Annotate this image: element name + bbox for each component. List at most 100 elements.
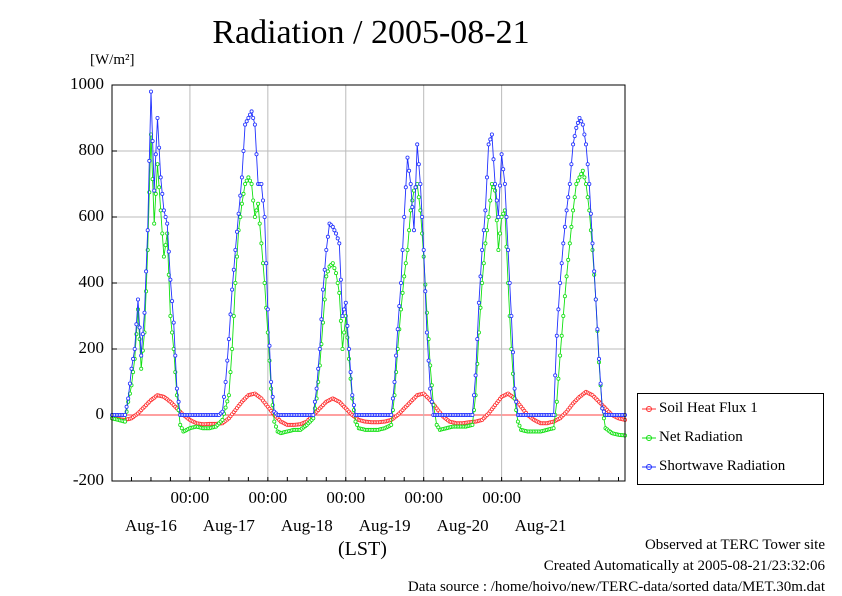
data-point	[491, 157, 496, 162]
data-point	[478, 305, 483, 310]
data-point	[400, 290, 405, 295]
data-point	[230, 287, 235, 292]
data-point	[480, 247, 485, 252]
data-point	[579, 172, 584, 177]
data-point	[486, 214, 491, 219]
data-point	[262, 214, 267, 219]
series-line	[112, 91, 625, 416]
data-point	[132, 346, 137, 351]
data-point	[488, 198, 493, 203]
data-point	[562, 224, 567, 229]
data-point	[170, 299, 175, 304]
data-point	[144, 269, 149, 274]
data-point	[564, 208, 569, 213]
data-point	[256, 201, 261, 206]
data-point	[506, 247, 511, 252]
data-point	[402, 274, 407, 279]
data-point	[153, 152, 158, 157]
data-point	[407, 168, 412, 173]
data-point	[161, 208, 166, 213]
series-line	[111, 134, 626, 436]
data-point	[556, 307, 561, 312]
data-point	[496, 247, 501, 252]
data-point	[243, 181, 248, 186]
data-point	[342, 307, 347, 312]
data-point	[252, 214, 257, 219]
data-point	[424, 330, 429, 335]
data-point	[320, 320, 325, 325]
data-point	[311, 416, 316, 421]
x-day-label: Aug-18	[280, 516, 333, 535]
data-point	[575, 178, 580, 183]
data-point	[510, 350, 515, 355]
data-point	[269, 379, 274, 384]
data-point	[577, 175, 582, 180]
data-point	[173, 353, 178, 358]
data-point	[134, 322, 139, 327]
data-point	[239, 201, 244, 206]
data-point	[569, 162, 574, 167]
data-point	[257, 221, 262, 226]
data-point	[501, 211, 506, 216]
x-day-label: Aug-21	[514, 516, 567, 535]
data-point	[230, 346, 235, 351]
data-point	[420, 214, 425, 219]
data-point	[158, 208, 163, 213]
x-day-label: Aug-19	[358, 516, 411, 535]
data-point	[346, 346, 351, 351]
data-point	[176, 399, 181, 404]
data-point	[317, 346, 322, 351]
data-point	[507, 280, 512, 285]
data-point	[493, 181, 498, 186]
data-point	[577, 116, 582, 121]
data-point	[137, 325, 142, 330]
footer-site: Observed at TERC Tower site	[644, 537, 825, 553]
data-point	[233, 280, 238, 285]
footer-source: Data source : /home/hoivo/new/TERC-data/…	[407, 579, 825, 595]
data-point	[152, 221, 157, 226]
data-point	[228, 370, 233, 375]
data-point	[499, 214, 504, 219]
data-point	[126, 396, 131, 401]
data-point	[254, 152, 259, 157]
data-point	[491, 185, 496, 190]
data-point	[580, 168, 585, 173]
data-point	[234, 254, 239, 259]
data-point	[402, 214, 407, 219]
data-point	[558, 353, 563, 358]
data-point	[231, 313, 236, 318]
data-point	[226, 393, 231, 398]
data-point	[338, 318, 343, 323]
x-axis-label: (LST)	[338, 538, 387, 560]
data-point	[601, 409, 606, 414]
data-point	[220, 409, 225, 414]
y-tick-label: 400	[78, 272, 105, 291]
data-point	[481, 228, 486, 233]
data-point	[249, 181, 254, 186]
data-point	[322, 297, 327, 302]
data-point	[241, 148, 246, 153]
data-point	[223, 379, 228, 384]
legend-net-marker	[646, 435, 652, 441]
data-point	[170, 330, 175, 335]
data-point	[585, 195, 590, 200]
data-point	[335, 280, 340, 285]
data-point	[403, 185, 408, 190]
data-point	[340, 346, 345, 351]
x-tick-label: 00:00	[404, 488, 444, 507]
data-point	[226, 337, 231, 342]
data-point	[337, 290, 342, 295]
data-point	[389, 422, 394, 427]
y-tick-label: 800	[78, 140, 105, 159]
data-point	[260, 198, 265, 203]
data-point	[314, 386, 319, 391]
data-point	[403, 261, 408, 266]
data-point	[353, 419, 358, 424]
x-tick-label: 00:00	[326, 488, 366, 507]
data-point	[559, 261, 564, 266]
data-point	[163, 214, 168, 219]
data-point	[512, 386, 517, 391]
data-point	[572, 195, 577, 200]
data-point	[501, 167, 506, 172]
series-2	[110, 89, 628, 417]
